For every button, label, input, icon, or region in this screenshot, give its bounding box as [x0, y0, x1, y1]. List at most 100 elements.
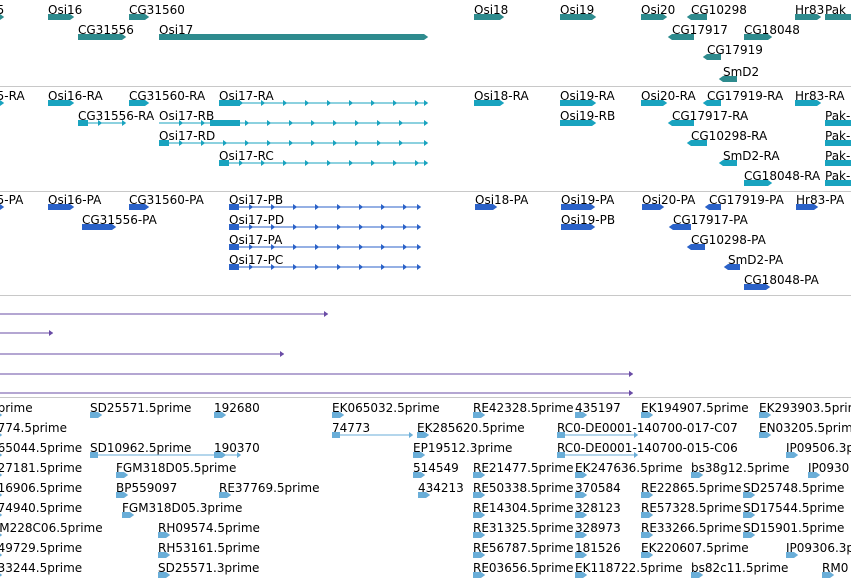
est-block[interactable]	[413, 452, 421, 458]
feature-label[interactable]: CG17919-PA	[709, 193, 784, 207]
feature-label[interactable]: E27181.5prime	[0, 461, 83, 475]
gene-block[interactable]	[744, 34, 768, 40]
est-block[interactable]	[473, 412, 481, 418]
exon-block[interactable]	[475, 204, 493, 210]
est-block[interactable]	[641, 412, 649, 418]
feature-label[interactable]: 192680	[214, 401, 260, 415]
exon-arrow[interactable]	[249, 264, 254, 270]
exon-arrow[interactable]	[311, 120, 316, 126]
exon-arrow[interactable]	[239, 160, 244, 166]
feature-label[interactable]: bs82c11.5prime	[691, 561, 789, 575]
feature-label[interactable]: Osi16	[48, 3, 83, 17]
feature-label[interactable]: Osi17-PD	[229, 213, 285, 227]
est-arrow[interactable]	[0, 532, 3, 538]
exon-arrow[interactable]	[293, 224, 298, 230]
est-block[interactable]	[219, 492, 227, 498]
feature-label[interactable]: CG31556-RA	[78, 109, 155, 123]
exon-arrow[interactable]	[371, 160, 376, 166]
est-block[interactable]	[575, 412, 583, 418]
feature-label[interactable]: Osi18-RA	[474, 89, 529, 103]
exon-arrow[interactable]	[381, 244, 386, 250]
exon-arrow[interactable]	[371, 100, 376, 106]
strand-arrow[interactable]	[686, 14, 691, 20]
est-block[interactable]	[575, 512, 583, 518]
feature-label[interactable]: EK065032.5prime	[332, 401, 440, 415]
est-arrow[interactable]	[0, 572, 3, 578]
strand-arrow[interactable]	[500, 100, 505, 106]
strand-arrow[interactable]	[424, 120, 429, 126]
feature-label[interactable]: Osi20	[641, 3, 676, 17]
feature-label[interactable]: 328123	[575, 501, 621, 515]
feature-label[interactable]: E33244.5prime	[0, 561, 83, 575]
est-block[interactable]	[473, 572, 481, 578]
feature-label[interactable]: RE37769.5prime	[219, 481, 320, 495]
feature-label[interactable]: Osi18	[474, 3, 509, 17]
est-arrow[interactable]	[481, 472, 486, 478]
feature-label[interactable]: CG17919-RA	[707, 89, 784, 103]
exon-arrow[interactable]	[293, 264, 298, 270]
est-arrow[interactable]	[649, 532, 654, 538]
feature-label[interactable]: EN03205.5prime	[759, 421, 851, 435]
feature-label[interactable]: RE42328.5prime	[473, 401, 574, 415]
exon-block[interactable]	[229, 224, 239, 230]
exon-arrow[interactable]	[359, 224, 364, 230]
exon-arrow[interactable]	[399, 140, 404, 146]
est-block[interactable]	[786, 552, 794, 558]
exon-arrow[interactable]	[271, 244, 276, 250]
feature-label[interactable]: RE31325.5prime	[473, 521, 574, 535]
feature-label[interactable]: SD25748.5prime	[743, 481, 845, 495]
est-block[interactable]	[691, 572, 699, 578]
exon-block[interactable]	[82, 224, 112, 230]
exon-block[interactable]	[744, 180, 768, 186]
strand-arrow[interactable]	[0, 204, 5, 210]
exon-block[interactable]	[691, 244, 705, 250]
est-block[interactable]	[575, 572, 583, 578]
exon-arrow[interactable]	[349, 160, 354, 166]
est-arrow[interactable]	[481, 492, 486, 498]
feature-label[interactable]: SD17544.5prime	[743, 501, 845, 515]
exon-arrow[interactable]	[245, 120, 250, 126]
exon-block[interactable]	[48, 204, 70, 210]
exon-arrow[interactable]	[359, 264, 364, 270]
est-block[interactable]	[575, 552, 583, 558]
est-block[interactable]	[822, 572, 830, 578]
strand-arrow[interactable]	[667, 120, 672, 126]
exon-block[interactable]	[707, 100, 721, 106]
exon-arrow[interactable]	[223, 140, 228, 146]
est-block[interactable]	[641, 532, 649, 538]
exon-arrow[interactable]	[201, 140, 206, 146]
strand-arrow[interactable]	[417, 244, 422, 250]
strand-arrow[interactable]	[417, 204, 422, 210]
est-arrow[interactable]	[409, 432, 414, 438]
feature-label[interactable]: 74773	[332, 421, 371, 435]
est-block[interactable]	[641, 552, 649, 558]
strand-arrow[interactable]	[0, 14, 5, 20]
exon-arrow[interactable]	[98, 120, 103, 126]
est-block[interactable]	[158, 572, 166, 578]
est-arrow[interactable]	[0, 512, 3, 518]
strand-arrow[interactable]	[668, 224, 673, 230]
exon-arrow[interactable]	[239, 100, 244, 106]
strand-arrow[interactable]	[704, 204, 709, 210]
feature-label[interactable]: CG31560-RA	[129, 89, 206, 103]
strand-arrow[interactable]	[591, 224, 596, 230]
strand-arrow[interactable]	[817, 100, 822, 106]
est-arrow[interactable]	[649, 512, 654, 518]
feature-label[interactable]: CG10298-RA	[691, 129, 768, 143]
exon-block[interactable]	[229, 264, 239, 270]
feature-label[interactable]: EK247636.5prime	[575, 461, 683, 475]
feature-label[interactable]: Hr83-PA	[796, 193, 845, 207]
exon-arrow[interactable]	[355, 120, 360, 126]
est-block[interactable]	[473, 472, 481, 478]
exon-block[interactable]	[641, 100, 663, 106]
feature-label[interactable]: Osi17-PB	[229, 193, 284, 207]
feature-label[interactable]: Osi16-RA	[48, 89, 103, 103]
exon-block[interactable]	[642, 204, 660, 210]
exon-arrow[interactable]	[399, 120, 404, 126]
strand-arrow[interactable]	[667, 34, 672, 40]
est-arrow[interactable]	[481, 572, 486, 578]
exon-arrow[interactable]	[305, 160, 310, 166]
exon-arrow[interactable]	[359, 244, 364, 250]
exon-arrow[interactable]	[333, 120, 338, 126]
est-arrow[interactable]	[583, 492, 588, 498]
